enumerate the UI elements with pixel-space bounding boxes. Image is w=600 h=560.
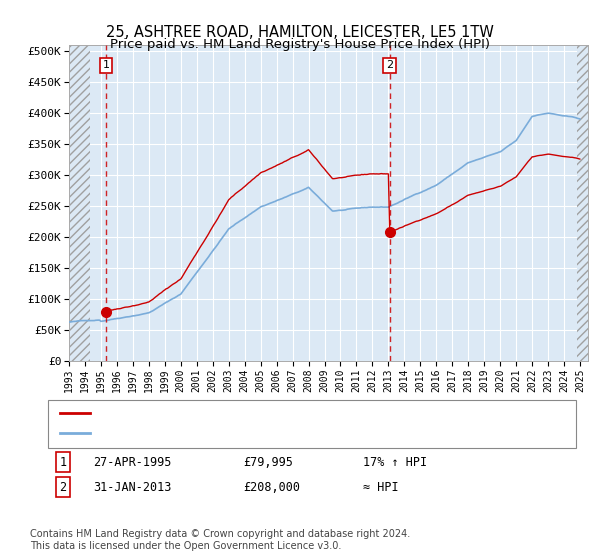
Text: HPI: Average price, detached house, Leicester: HPI: Average price, detached house, Leic…: [99, 428, 356, 438]
Text: 25, ASHTREE ROAD, HAMILTON, LEICESTER, LE5 1TW: 25, ASHTREE ROAD, HAMILTON, LEICESTER, L…: [106, 25, 494, 40]
Text: 27-APR-1995: 27-APR-1995: [93, 455, 172, 469]
Text: 31-JAN-2013: 31-JAN-2013: [93, 480, 172, 494]
Text: ≈ HPI: ≈ HPI: [363, 480, 398, 494]
Text: 2: 2: [386, 60, 393, 71]
Bar: [577, 45, 588, 361]
Text: Contains HM Land Registry data © Crown copyright and database right 2024.
This d: Contains HM Land Registry data © Crown c…: [30, 529, 410, 551]
Text: £208,000: £208,000: [243, 480, 300, 494]
Text: 2: 2: [59, 480, 67, 494]
Text: 17% ↑ HPI: 17% ↑ HPI: [363, 455, 427, 469]
Text: £79,995: £79,995: [243, 455, 293, 469]
Text: 1: 1: [59, 455, 67, 469]
Bar: [69, 45, 90, 361]
Text: 1: 1: [103, 60, 110, 71]
Text: Price paid vs. HM Land Registry's House Price Index (HPI): Price paid vs. HM Land Registry's House …: [110, 38, 490, 50]
Text: 25, ASHTREE ROAD, HAMILTON, LEICESTER, LE5 1TW (detached house): 25, ASHTREE ROAD, HAMILTON, LEICESTER, L…: [99, 408, 496, 418]
